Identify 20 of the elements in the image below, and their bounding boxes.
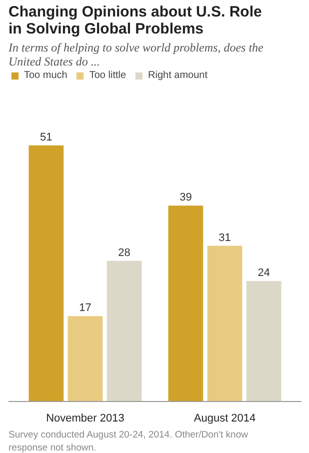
x-tick-label: November 2013 (46, 412, 124, 424)
bar (168, 206, 204, 402)
legend-label: Too much (24, 70, 68, 81)
x-tick-label: August 2014 (194, 412, 256, 424)
legend-label: Right amount (148, 70, 208, 81)
bar (28, 145, 64, 402)
data-label: 24 (258, 266, 270, 279)
chart-title: Changing Opinions about U.S. Role in Solving Global Problems (8, 4, 262, 38)
data-label: 28 (118, 246, 130, 259)
legend-label: Too little (89, 70, 126, 81)
data-label: 17 (79, 302, 92, 314)
data-label: 31 (218, 232, 231, 244)
bar (106, 260, 142, 402)
chart-subtitle: In terms of helping to solve world problems, does the United States do ... (8, 40, 264, 68)
text: Survey conducted August 20-24, 2014. Other/Don't know response not shown. (8, 430, 248, 453)
bar (246, 280, 282, 402)
data-label: 51 (40, 131, 52, 144)
bar (207, 246, 242, 402)
data-label: 39 (180, 192, 192, 204)
bar (68, 316, 103, 402)
